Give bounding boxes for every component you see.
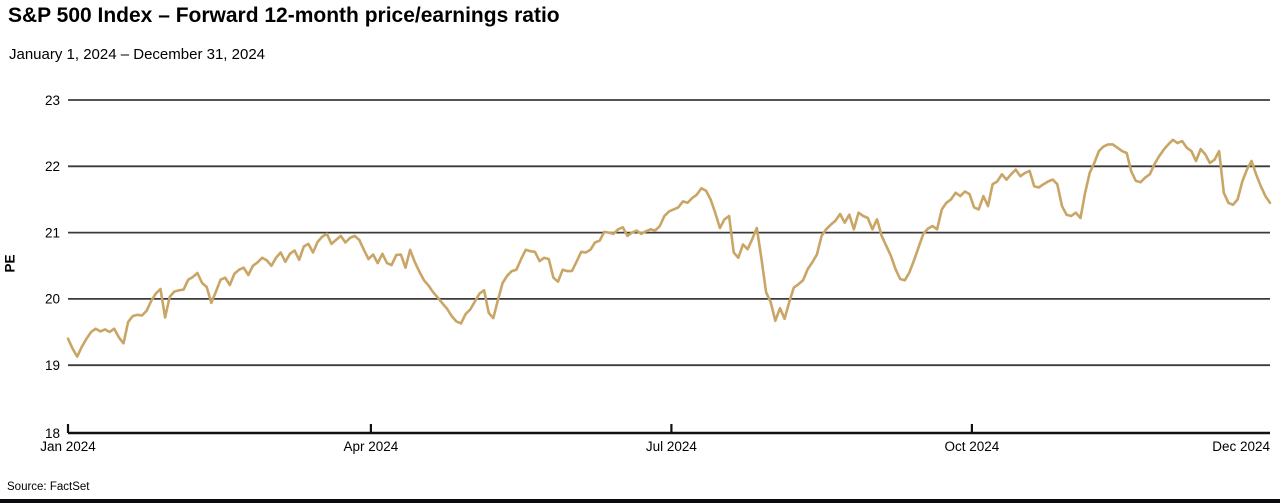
x-tick-label-dec-2024: Dec 2024 bbox=[1212, 439, 1270, 454]
chart-title: S&P 500 Index – Forward 12-month price/e… bbox=[8, 4, 560, 27]
y-tick-label-18: 18 bbox=[45, 426, 60, 441]
x-tick-label-jan-2024: Jan 2024 bbox=[40, 439, 96, 454]
y-tick-label-20: 20 bbox=[45, 292, 60, 307]
y-tick-label-23: 23 bbox=[45, 93, 60, 108]
x-tick-label-apr-2024: Apr 2024 bbox=[344, 439, 399, 454]
y-tick-label-21: 21 bbox=[45, 225, 60, 240]
x-tick-label-jul-2024: Jul 2024 bbox=[646, 439, 698, 454]
source-note: Source: FactSet bbox=[7, 481, 90, 493]
y-tick-label-22: 22 bbox=[45, 159, 60, 174]
chart-subtitle: January 1, 2024 – December 31, 2024 bbox=[9, 46, 266, 63]
bottom-border-bar bbox=[0, 499, 1280, 503]
pe-series-line bbox=[66, 138, 1272, 358]
y-tick-label-19: 19 bbox=[45, 358, 60, 373]
x-tick-label-oct-2024: Oct 2024 bbox=[945, 439, 1000, 454]
